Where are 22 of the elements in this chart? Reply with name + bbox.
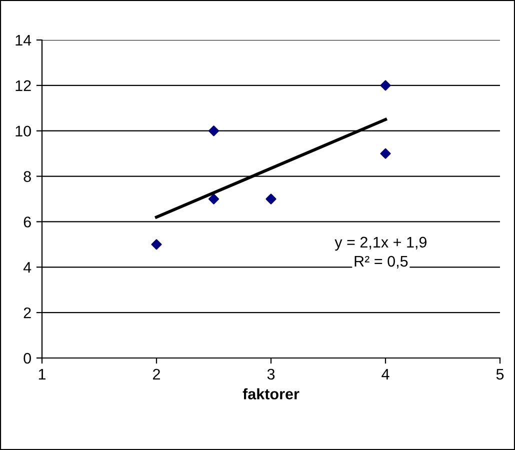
x-tick-label: 3 xyxy=(267,368,275,380)
x-tick-label: 1 xyxy=(38,368,46,380)
y-tick-label: 14 xyxy=(16,35,32,46)
y-tick-label: 10 xyxy=(16,126,31,137)
point xyxy=(380,80,391,91)
x-tick-label: 2 xyxy=(153,368,160,380)
x-axis-title: faktorer xyxy=(242,388,300,400)
y-tick-label: 12 xyxy=(16,80,31,91)
point xyxy=(208,126,220,136)
y-tick-label: 2 xyxy=(24,307,31,318)
y-tick-label: 0 xyxy=(24,352,31,364)
point xyxy=(380,148,391,159)
x-tick-label: 4 xyxy=(382,368,390,380)
y-tick-label: 6 xyxy=(24,216,31,228)
y-tick-label: 8 xyxy=(24,171,31,182)
point xyxy=(208,194,220,204)
annotation: y = 2,1x + 1,9 xyxy=(334,236,426,251)
y-tick-label: 4 xyxy=(23,262,32,273)
x-tick-label: 5 xyxy=(496,368,504,380)
point xyxy=(151,239,162,250)
annotation: R² = 0,5 xyxy=(354,256,408,269)
point xyxy=(266,194,276,204)
